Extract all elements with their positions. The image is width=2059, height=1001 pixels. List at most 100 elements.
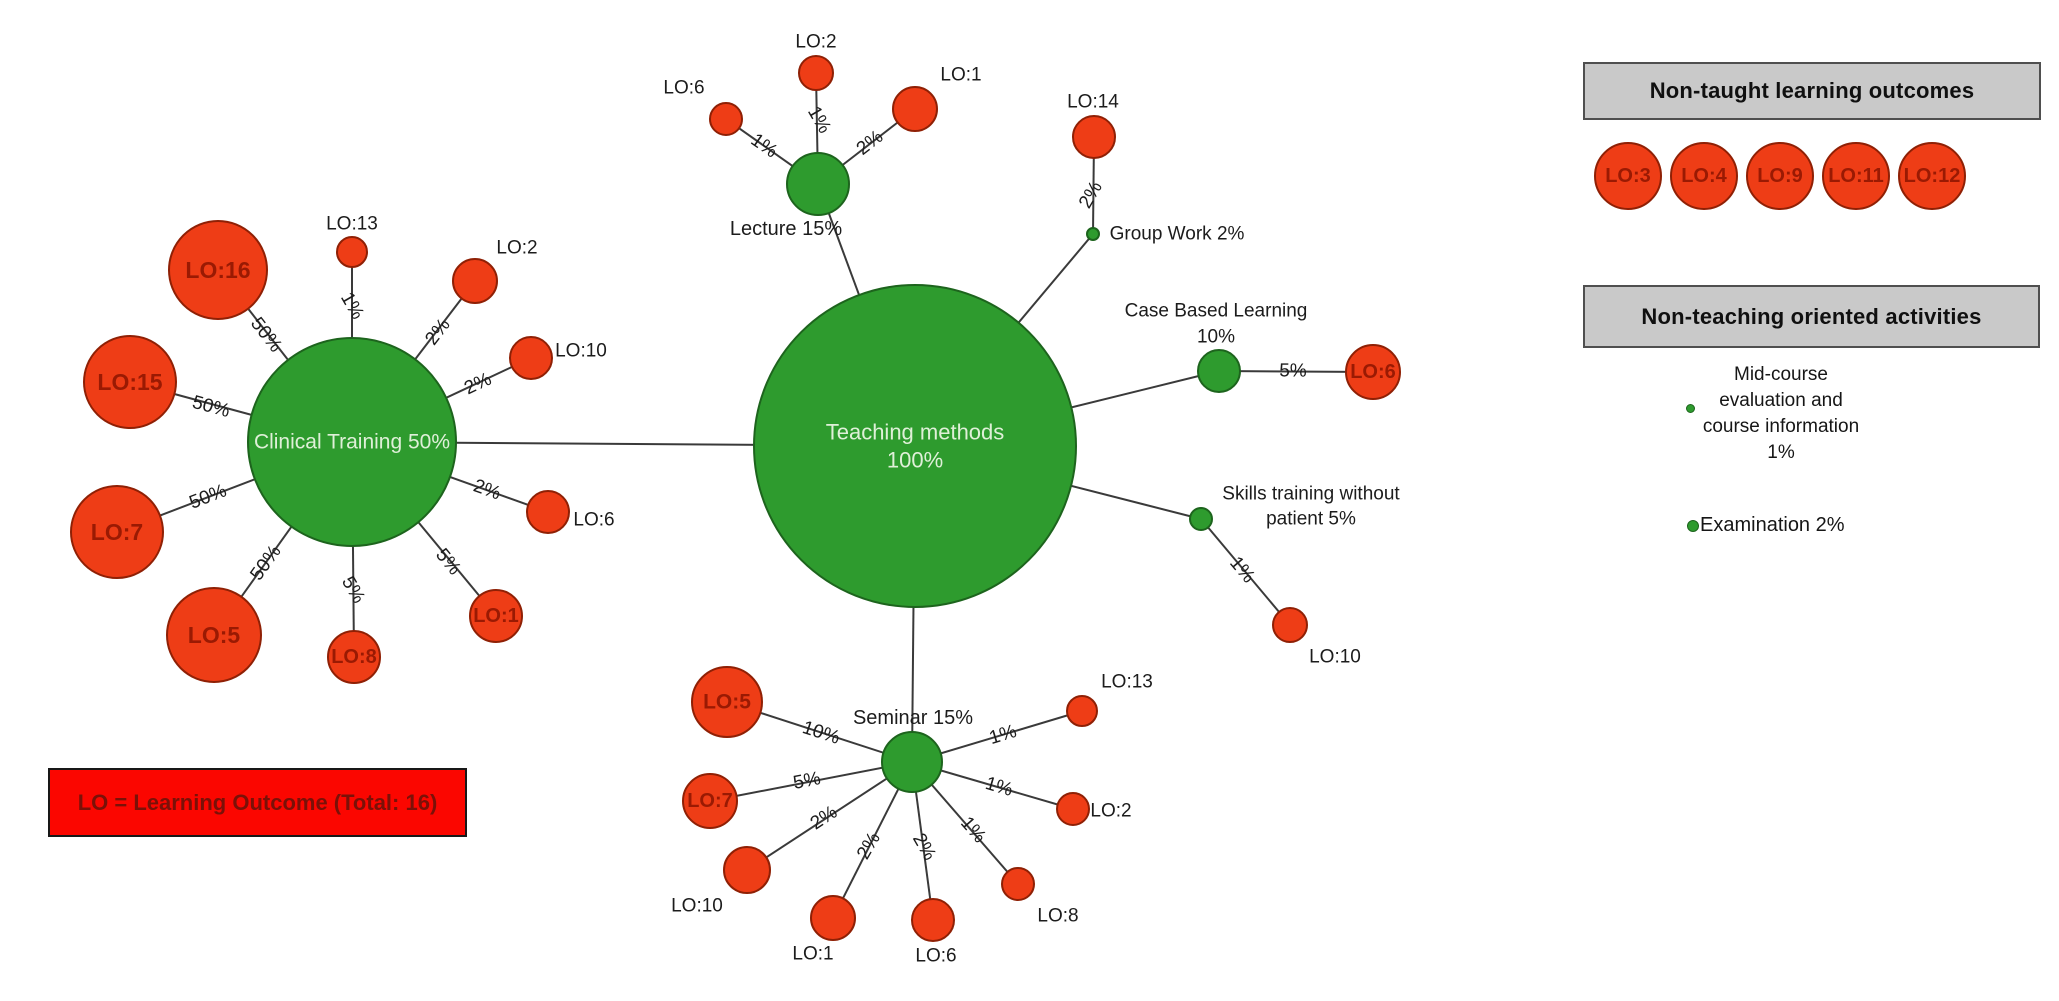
node-l2 xyxy=(798,55,834,91)
edge-label-clinical-c15: 50% xyxy=(190,392,232,422)
label-se5: LO:5 xyxy=(703,691,751,714)
label-c7: LO:7 xyxy=(91,519,143,545)
node-se5 xyxy=(691,666,763,738)
examination-label: Examination 2% xyxy=(1700,514,1845,536)
node-se1 xyxy=(810,895,856,941)
non-teaching-activities-header: Non-teaching oriented activities xyxy=(1583,285,2040,348)
label-lo14: LO:14 xyxy=(1067,92,1119,113)
node-cbl6 xyxy=(1345,344,1401,400)
edge-label-clinical-c7: 50% xyxy=(186,480,229,513)
label-c1: LO:1 xyxy=(473,605,519,627)
label-se1: LO:1 xyxy=(792,944,833,965)
lo-legend-box: LO = Learning Outcome (Total: 16) xyxy=(48,768,467,837)
node-seminar xyxy=(881,731,943,793)
label-l1: LO:1 xyxy=(940,65,981,86)
label-c13: LO:13 xyxy=(326,214,378,235)
label-c16: LO:16 xyxy=(185,257,250,283)
label-c8: LO:8 xyxy=(331,646,377,668)
edge-label-seminar-se2: 1% xyxy=(983,773,1015,801)
label-c2: LO:2 xyxy=(496,238,537,259)
label-l6: LO:6 xyxy=(663,78,704,99)
edge-label-lecture-l6: 1% xyxy=(747,130,782,163)
label-teaching: 100% xyxy=(887,448,943,473)
label-se2: LO:2 xyxy=(1090,801,1131,822)
label-groupwork: Group Work 2% xyxy=(1110,224,1245,245)
edge-label-clinical-c5: 50% xyxy=(246,541,285,584)
edge-label-clinical-c13: 1% xyxy=(336,289,368,323)
edge-label-seminar-se13: 1% xyxy=(987,721,1019,749)
edge-label-seminar-se7: 5% xyxy=(792,768,823,794)
label-c15: LO:15 xyxy=(97,369,162,395)
node-c5 xyxy=(166,587,262,683)
node-l1 xyxy=(892,86,938,132)
non-taught-lo-chip: LO:9 xyxy=(1746,142,1814,210)
label-se13: LO:13 xyxy=(1101,672,1153,693)
node-se6 xyxy=(911,898,955,942)
node-se10 xyxy=(723,846,771,894)
edge-label-lecture-l1: 2% xyxy=(853,126,888,159)
node-skills xyxy=(1189,507,1213,531)
label-skills: Skills training without xyxy=(1222,484,1400,505)
midcourse-evaluation-label: Mid-course evaluation and course informa… xyxy=(1702,364,1860,463)
label-s10: LO:10 xyxy=(1309,647,1361,668)
label-cbl: Case Based Learning xyxy=(1125,301,1308,322)
node-groupwork xyxy=(1086,227,1100,241)
edge-skills-s10 xyxy=(1200,518,1291,626)
node-c8 xyxy=(327,630,381,684)
node-c2 xyxy=(452,258,498,304)
node-lecture xyxy=(786,152,850,216)
label-c6: LO:6 xyxy=(573,510,614,531)
label-cbl6: LO:6 xyxy=(1350,361,1396,383)
label-c5: LO:5 xyxy=(188,622,241,648)
edge-seminar-se7 xyxy=(709,761,913,802)
label-se10: LO:10 xyxy=(671,896,723,917)
label-se6: LO:6 xyxy=(915,946,956,967)
node-c7 xyxy=(70,485,164,579)
label-cbl: 10% xyxy=(1197,327,1235,348)
node-c6 xyxy=(526,490,570,534)
node-clinical xyxy=(247,337,457,547)
node-se8 xyxy=(1001,867,1035,901)
non-taught-outcomes-header: Non-taught learning outcomes xyxy=(1583,62,2041,120)
node-l6 xyxy=(709,102,743,136)
node-cbl xyxy=(1197,349,1241,393)
label-teaching: Teaching methods xyxy=(826,420,1005,445)
examination-green-dot xyxy=(1687,520,1699,532)
label-se8: LO:8 xyxy=(1037,906,1078,927)
node-c10 xyxy=(509,336,553,380)
non-taught-lo-chip: LO:4 xyxy=(1670,142,1738,210)
midcourse-green-dot xyxy=(1686,404,1695,413)
node-c16 xyxy=(168,220,268,320)
edge-label-seminar-se5: 10% xyxy=(800,717,843,749)
node-s10 xyxy=(1272,607,1308,643)
node-se13 xyxy=(1066,695,1098,727)
non-taught-outcomes-row: LO:3 LO:4 LO:9 LO:11 LO:12 xyxy=(1594,142,1966,210)
edge-label-groupwork-lo14: 2% xyxy=(1075,178,1107,212)
label-clinical: Clinical Training 50% xyxy=(254,431,450,454)
node-teaching xyxy=(753,284,1077,608)
edge-label-seminar-se1: 2% xyxy=(853,829,885,863)
edge-label-clinical-c1: 5% xyxy=(431,545,465,580)
label-l2: LO:2 xyxy=(795,32,836,53)
edge-label-cbl-cbl6: 5% xyxy=(1279,360,1307,381)
non-taught-lo-chip: LO:11 xyxy=(1822,142,1890,210)
label-se7: LO:7 xyxy=(687,790,733,812)
node-c15 xyxy=(83,335,177,429)
label-lecture: Lecture 15% xyxy=(730,218,843,240)
label-c10: LO:10 xyxy=(555,341,607,362)
edge-seminar-se10 xyxy=(746,761,913,871)
edge-label-lecture-l2: 1% xyxy=(803,103,835,137)
edge-label-clinical-c8: 5% xyxy=(337,573,369,607)
label-seminar: Seminar 15% xyxy=(853,707,973,729)
non-taught-lo-chip: LO:12 xyxy=(1898,142,1966,210)
edge-label-seminar-se10: 2% xyxy=(807,802,842,835)
edge-label-clinical-c10: 2% xyxy=(461,369,495,400)
node-c13 xyxy=(336,236,368,268)
non-taught-lo-chip: LO:3 xyxy=(1594,142,1662,210)
node-lo14 xyxy=(1072,115,1116,159)
node-se2 xyxy=(1056,792,1090,826)
node-se7 xyxy=(682,773,738,829)
edge-label-seminar-se6: 2% xyxy=(908,830,940,864)
